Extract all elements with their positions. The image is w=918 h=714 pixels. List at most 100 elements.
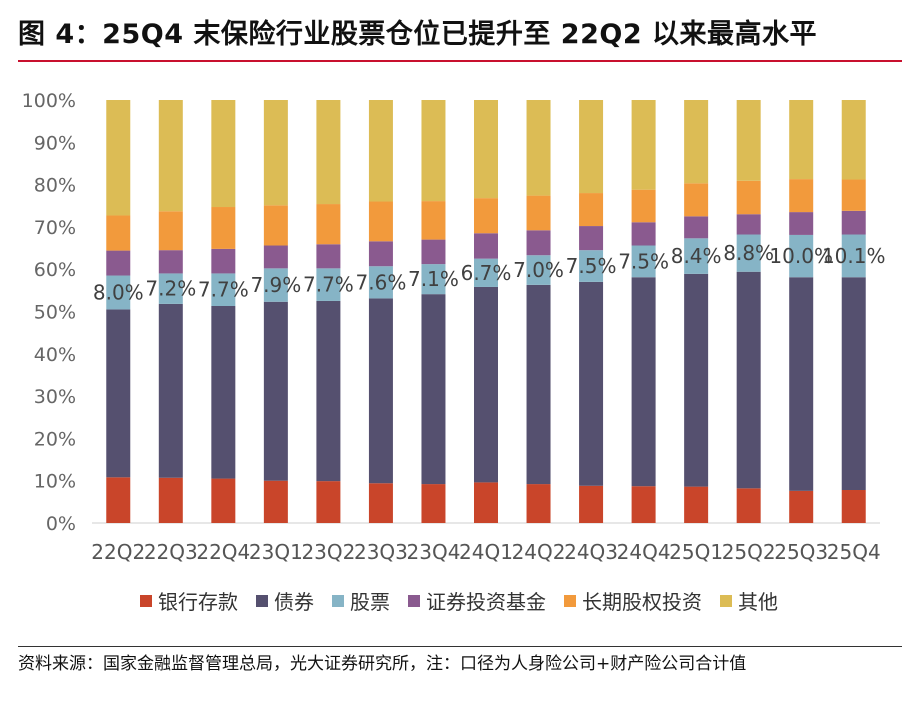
bar-segment-24Q4-股票 — [631, 245, 656, 278]
bar-segment-24Q1-股票 — [474, 258, 498, 287]
bar-segment-22Q2-银行存款 — [106, 477, 131, 523]
bar-segment-25Q1-债券 — [684, 273, 709, 487]
y-tick-label: 90% — [34, 132, 76, 154]
bar-segment-24Q3-银行存款 — [579, 485, 604, 523]
legend-item-证券投资基金: 证券投资基金 — [408, 586, 546, 615]
bar-segment-25Q2-长期股权投资 — [736, 180, 761, 215]
y-tick-label: 30% — [34, 386, 76, 408]
bar-segment-24Q2-证券投资基金 — [526, 230, 551, 256]
bar-segment-22Q4-其他 — [211, 100, 236, 208]
bar-segment-25Q1-其他 — [684, 100, 709, 184]
bar-segment-24Q1-证券投资基金 — [474, 233, 498, 259]
bar-segment-23Q2-股票 — [316, 268, 341, 301]
bar-segment-23Q1-长期股权投资 — [263, 205, 288, 246]
data-label-stock-23Q1: 7.9% — [250, 273, 301, 297]
legend-label: 证券投资基金 — [426, 590, 546, 614]
bar-segment-25Q3-股票 — [789, 234, 814, 278]
bar-segment-24Q3-其他 — [579, 100, 604, 194]
legend-item-股票: 股票 — [332, 586, 390, 615]
bar-segment-23Q3-其他 — [368, 100, 393, 202]
data-label-stock-24Q3: 7.5% — [566, 254, 617, 278]
title-divider — [18, 60, 902, 62]
x-tick-label: 23Q3 — [354, 540, 408, 564]
y-tick-label: 70% — [34, 217, 76, 239]
bar-segment-23Q2-其他 — [316, 100, 341, 205]
bar-segment-22Q4-银行存款 — [211, 478, 236, 523]
x-tick-label: 24Q3 — [564, 540, 618, 564]
bar-segment-24Q3-股票 — [579, 250, 604, 282]
bar-segment-23Q3-证券投资基金 — [368, 241, 393, 267]
chart-legend: 银行存款 债券 股票 证券投资基金 长期股权投资 其他 — [0, 586, 918, 615]
bar-segment-22Q3-其他 — [158, 100, 183, 212]
data-label-stock-24Q1: 6.7% — [461, 261, 512, 285]
bar-segment-25Q2-其他 — [736, 100, 761, 181]
x-tick-label: 25Q2 — [722, 540, 776, 564]
bar-segment-23Q4-银行存款 — [421, 484, 446, 523]
legend-label: 股票 — [350, 590, 390, 614]
bar-segment-23Q1-债券 — [263, 301, 288, 481]
y-tick-label: 40% — [34, 344, 76, 366]
bar-segment-22Q2-证券投资基金 — [106, 250, 131, 276]
bar-segment-25Q4-债券 — [841, 277, 866, 491]
legend-item-长期股权投资: 长期股权投资 — [564, 586, 702, 615]
x-tick-label: 25Q4 — [827, 540, 881, 564]
bar-segment-24Q4-其他 — [631, 100, 656, 190]
bar-segment-24Q2-股票 — [526, 255, 551, 285]
x-tick-label: 22Q4 — [196, 540, 250, 564]
bar-segment-24Q1-长期股权投资 — [474, 198, 498, 234]
x-tick-label: 25Q3 — [774, 540, 828, 564]
chart-title: 图 4：25Q4 末保险行业股票仓位已提升至 22Q2 以来最高水平 — [18, 19, 818, 50]
bar-segment-23Q2-长期股权投资 — [316, 204, 341, 245]
bar-segment-24Q2-其他 — [526, 100, 551, 196]
bar-segment-22Q3-证券投资基金 — [158, 250, 183, 274]
bar-segment-22Q2-股票 — [106, 275, 131, 310]
bar-segment-23Q3-股票 — [368, 266, 393, 299]
legend-swatch — [408, 594, 420, 607]
bar-segment-23Q4-股票 — [421, 264, 446, 295]
legend-item-银行存款: 银行存款 — [140, 586, 238, 615]
bar-segment-24Q4-长期股权投资 — [631, 189, 656, 223]
bar-segment-23Q1-银行存款 — [263, 480, 288, 523]
x-tick-label: 23Q1 — [249, 540, 303, 564]
bar-segment-23Q3-长期股权投资 — [368, 201, 393, 242]
data-label-stock-25Q1: 8.4% — [671, 244, 722, 268]
bar-segment-25Q4-长期股权投资 — [841, 179, 866, 211]
bar-segment-23Q4-债券 — [421, 294, 446, 485]
bar-segment-25Q2-银行存款 — [736, 488, 761, 523]
bar-segment-25Q4-银行存款 — [841, 490, 866, 523]
bar-segment-23Q1-证券投资基金 — [263, 245, 288, 269]
bar-segment-23Q3-债券 — [368, 298, 393, 484]
bar-segment-23Q4-其他 — [421, 100, 446, 202]
y-tick-label: 60% — [34, 259, 76, 281]
bar-segment-24Q2-银行存款 — [526, 484, 551, 523]
bar-segment-24Q1-其他 — [474, 100, 498, 199]
legend-label: 银行存款 — [158, 590, 238, 614]
legend-item-债券: 债券 — [256, 586, 314, 615]
legend-label: 债券 — [274, 590, 314, 614]
y-tick-label: 20% — [34, 428, 76, 450]
bar-segment-23Q4-长期股权投资 — [421, 201, 446, 240]
legend-item-其他: 其他 — [720, 586, 778, 615]
bar-segment-24Q2-债券 — [526, 284, 551, 485]
bar-segment-24Q4-债券 — [631, 277, 656, 487]
y-tick-label: 80% — [34, 175, 76, 197]
bar-segment-24Q3-债券 — [579, 281, 604, 486]
legend-swatch — [332, 594, 344, 607]
bar-segment-24Q1-银行存款 — [474, 482, 498, 523]
bar-segment-22Q4-股票 — [211, 273, 236, 307]
data-label-stock-22Q2: 8.0% — [93, 280, 144, 304]
data-label-stock-25Q3: 10.0% — [769, 244, 833, 268]
bar-segment-25Q3-证券投资基金 — [789, 212, 814, 235]
x-tick-label: 25Q1 — [669, 540, 723, 564]
x-tick-label: 23Q4 — [407, 540, 461, 564]
bar-segment-24Q2-长期股权投资 — [526, 195, 551, 231]
bar-segment-23Q2-银行存款 — [316, 481, 341, 523]
y-tick-label: 0% — [46, 513, 76, 535]
bar-segment-25Q3-长期股权投资 — [789, 179, 814, 213]
bar-segment-22Q3-债券 — [158, 303, 183, 478]
data-label-stock-25Q2: 8.8% — [723, 241, 774, 265]
bar-segment-25Q3-其他 — [789, 100, 814, 180]
x-tick-label: 22Q3 — [144, 540, 198, 564]
legend-swatch — [720, 594, 732, 607]
data-label-stock-22Q3: 7.2% — [145, 277, 196, 301]
